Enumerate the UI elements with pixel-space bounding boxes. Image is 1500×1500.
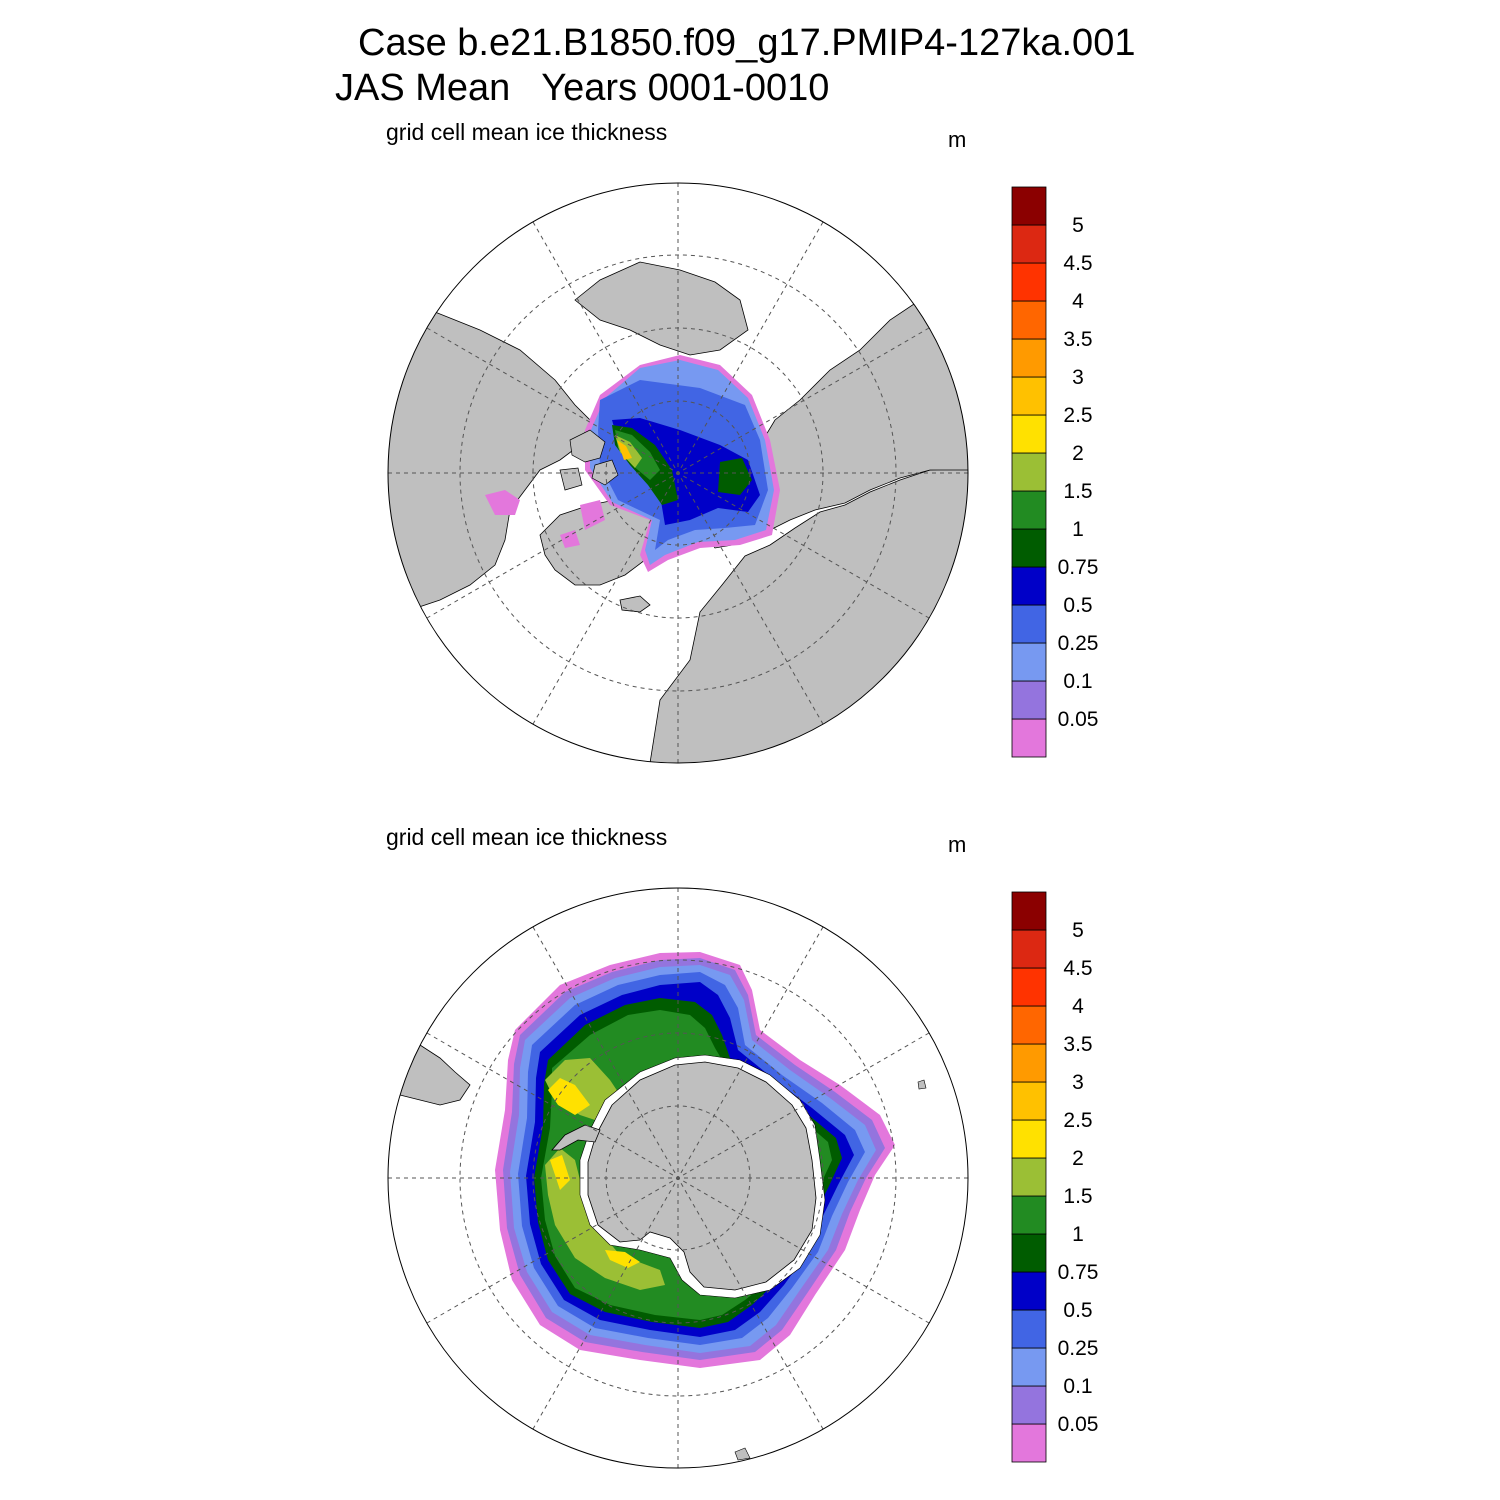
north-colorbar-label: 0.75 [1058, 556, 1099, 579]
south-colorbar-label: 0.5 [1063, 1299, 1092, 1322]
north-colorbar: 0.05 0.1 0.25 0.5 0.75 1 1.5 2 2.5 3 3.5 4 4.5 5 [1011, 186, 1099, 758]
south-land-peninsula [551, 1124, 601, 1151]
south-colorbar-label: 2.5 [1063, 1109, 1092, 1132]
north-colorbar-label: 5 [1072, 214, 1084, 237]
south-map-border [387, 887, 969, 1469]
north-colorbar-box [1011, 452, 1047, 492]
figure-title-line1: Case b.e21.B1850.f09_g17.PMIP4-127ka.001 [358, 22, 1136, 64]
south-colorbar-box [1011, 967, 1047, 1007]
north-colorbar-box [1011, 490, 1047, 530]
north-ice-baffin [580, 500, 605, 530]
south-gridlines [388, 888, 968, 1468]
south-colorbar-box [1011, 1119, 1047, 1159]
north-units-label: m [948, 127, 967, 152]
south-colorbar-box [1011, 1195, 1047, 1235]
north-colorbar-box [1011, 300, 1047, 340]
north-colorbar-label: 3 [1072, 366, 1084, 389]
north-land-iceland [619, 595, 651, 613]
south-colorbar-label: 0.75 [1058, 1261, 1099, 1284]
north-colorbar-label: 1.5 [1063, 480, 1092, 503]
south-land-islands [734, 1079, 927, 1461]
south-units-label: m [948, 832, 967, 857]
north-colorbar-box [1011, 718, 1047, 758]
south-colorbar-label: 3.5 [1063, 1033, 1092, 1056]
south-colorbar-label: 4.5 [1063, 957, 1092, 980]
north-colorbar-box [1011, 186, 1047, 226]
south-colorbar-box [1011, 1385, 1047, 1425]
north-colorbar-label: 0.05 [1058, 708, 1099, 731]
south-colorbar-box [1011, 1043, 1047, 1083]
north-colorbar-label: 0.5 [1063, 594, 1092, 617]
south-colorbar-box [1011, 929, 1047, 969]
south-colorbar-label: 5 [1072, 919, 1084, 942]
south-colorbar-label: 2 [1072, 1147, 1084, 1170]
south-colorbar-box [1011, 1157, 1047, 1197]
figure-title-line2: JAS Mean Years 0001-0010 [335, 67, 830, 109]
north-polar-map [387, 182, 969, 764]
north-colorbar-label: 2 [1072, 442, 1084, 465]
north-ice-hudson [485, 490, 520, 515]
north-colorbar-box [1011, 414, 1047, 454]
south-colorbar: 0.05 0.1 0.25 0.5 0.75 1 1.5 2 2.5 3 3.5 4 4.5 5 [1011, 891, 1099, 1463]
south-colorbar-box [1011, 891, 1047, 931]
north-colorbar-label: 3.5 [1063, 328, 1092, 351]
south-colorbar-box [1011, 1347, 1047, 1387]
north-colorbar-box [1011, 604, 1047, 644]
north-colorbar-label: 0.25 [1058, 632, 1099, 655]
south-colorbar-box [1011, 1423, 1047, 1463]
north-colorbar-box [1011, 566, 1047, 606]
north-land-archipelago [559, 429, 619, 491]
south-colorbar-label: 1.5 [1063, 1185, 1092, 1208]
north-land-north-america [388, 299, 591, 621]
south-colorbar-label: 1 [1072, 1223, 1084, 1246]
north-colorbar-box [1011, 680, 1047, 720]
north-colorbar-box [1011, 262, 1047, 302]
south-colorbar-label: 0.1 [1063, 1375, 1092, 1398]
north-panel-label: grid cell mean ice thickness [386, 119, 668, 145]
north-gridlines [388, 183, 968, 763]
south-polar-map [387, 887, 969, 1469]
north-ice-yellow [617, 440, 632, 460]
south-colorbar-box [1011, 1081, 1047, 1121]
south-colorbar-box [1011, 1271, 1047, 1311]
north-ice-labrador [560, 530, 580, 548]
north-colorbar-label: 4.5 [1063, 252, 1092, 275]
north-colorbar-box [1011, 338, 1047, 378]
south-colorbar-label: 3 [1072, 1071, 1084, 1094]
north-colorbar-label: 4 [1072, 290, 1084, 313]
south-colorbar-label: 0.05 [1058, 1413, 1099, 1436]
south-ice-yellowgreen [545, 1058, 665, 1290]
north-colorbar-box [1011, 376, 1047, 416]
south-panel-label: grid cell mean ice thickness [386, 824, 668, 850]
north-colorbar-box [1011, 642, 1047, 682]
south-ice-yellow [548, 1078, 640, 1268]
north-colorbar-box [1011, 528, 1047, 568]
north-colorbar-label: 2.5 [1063, 404, 1092, 427]
north-colorbar-box [1011, 224, 1047, 264]
north-land-siberia [759, 289, 968, 531]
north-map-border [387, 182, 969, 764]
north-ice-darkgreen-2 [718, 458, 752, 495]
south-colorbar-box [1011, 1309, 1047, 1349]
south-colorbar-box [1011, 1005, 1047, 1045]
north-colorbar-label: 0.1 [1063, 670, 1092, 693]
south-land-antarctica [587, 1061, 817, 1291]
south-colorbar-label: 0.25 [1058, 1337, 1099, 1360]
north-colorbar-label: 1 [1072, 518, 1084, 541]
north-land-alaska [574, 261, 749, 356]
south-colorbar-label: 4 [1072, 995, 1084, 1018]
south-colorbar-box [1011, 1233, 1047, 1273]
